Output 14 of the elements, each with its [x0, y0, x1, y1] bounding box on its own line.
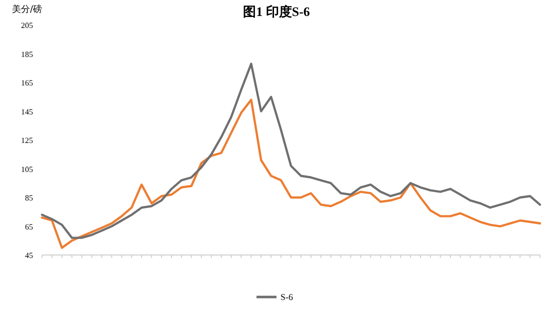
y-tick-label: 65: [25, 222, 33, 232]
y-tick-label: 205: [21, 21, 33, 30]
line-series: [40, 98, 542, 249]
y-tick-label: 185: [21, 50, 33, 59]
y-tick-label: 105: [21, 164, 33, 174]
y-axis-title: 美分/磅: [12, 4, 42, 15]
line-series: [40, 62, 542, 239]
chart-title: 图1 印度S-6: [243, 4, 310, 19]
legend-label: S-6: [280, 292, 294, 302]
y-tick-label: 145: [21, 107, 33, 116]
y-tick-label: 85: [25, 194, 33, 202]
y-tick-label: 165: [21, 78, 33, 88]
y-tick-label: 45: [25, 251, 33, 260]
y-tick-label: 125: [21, 136, 33, 145]
